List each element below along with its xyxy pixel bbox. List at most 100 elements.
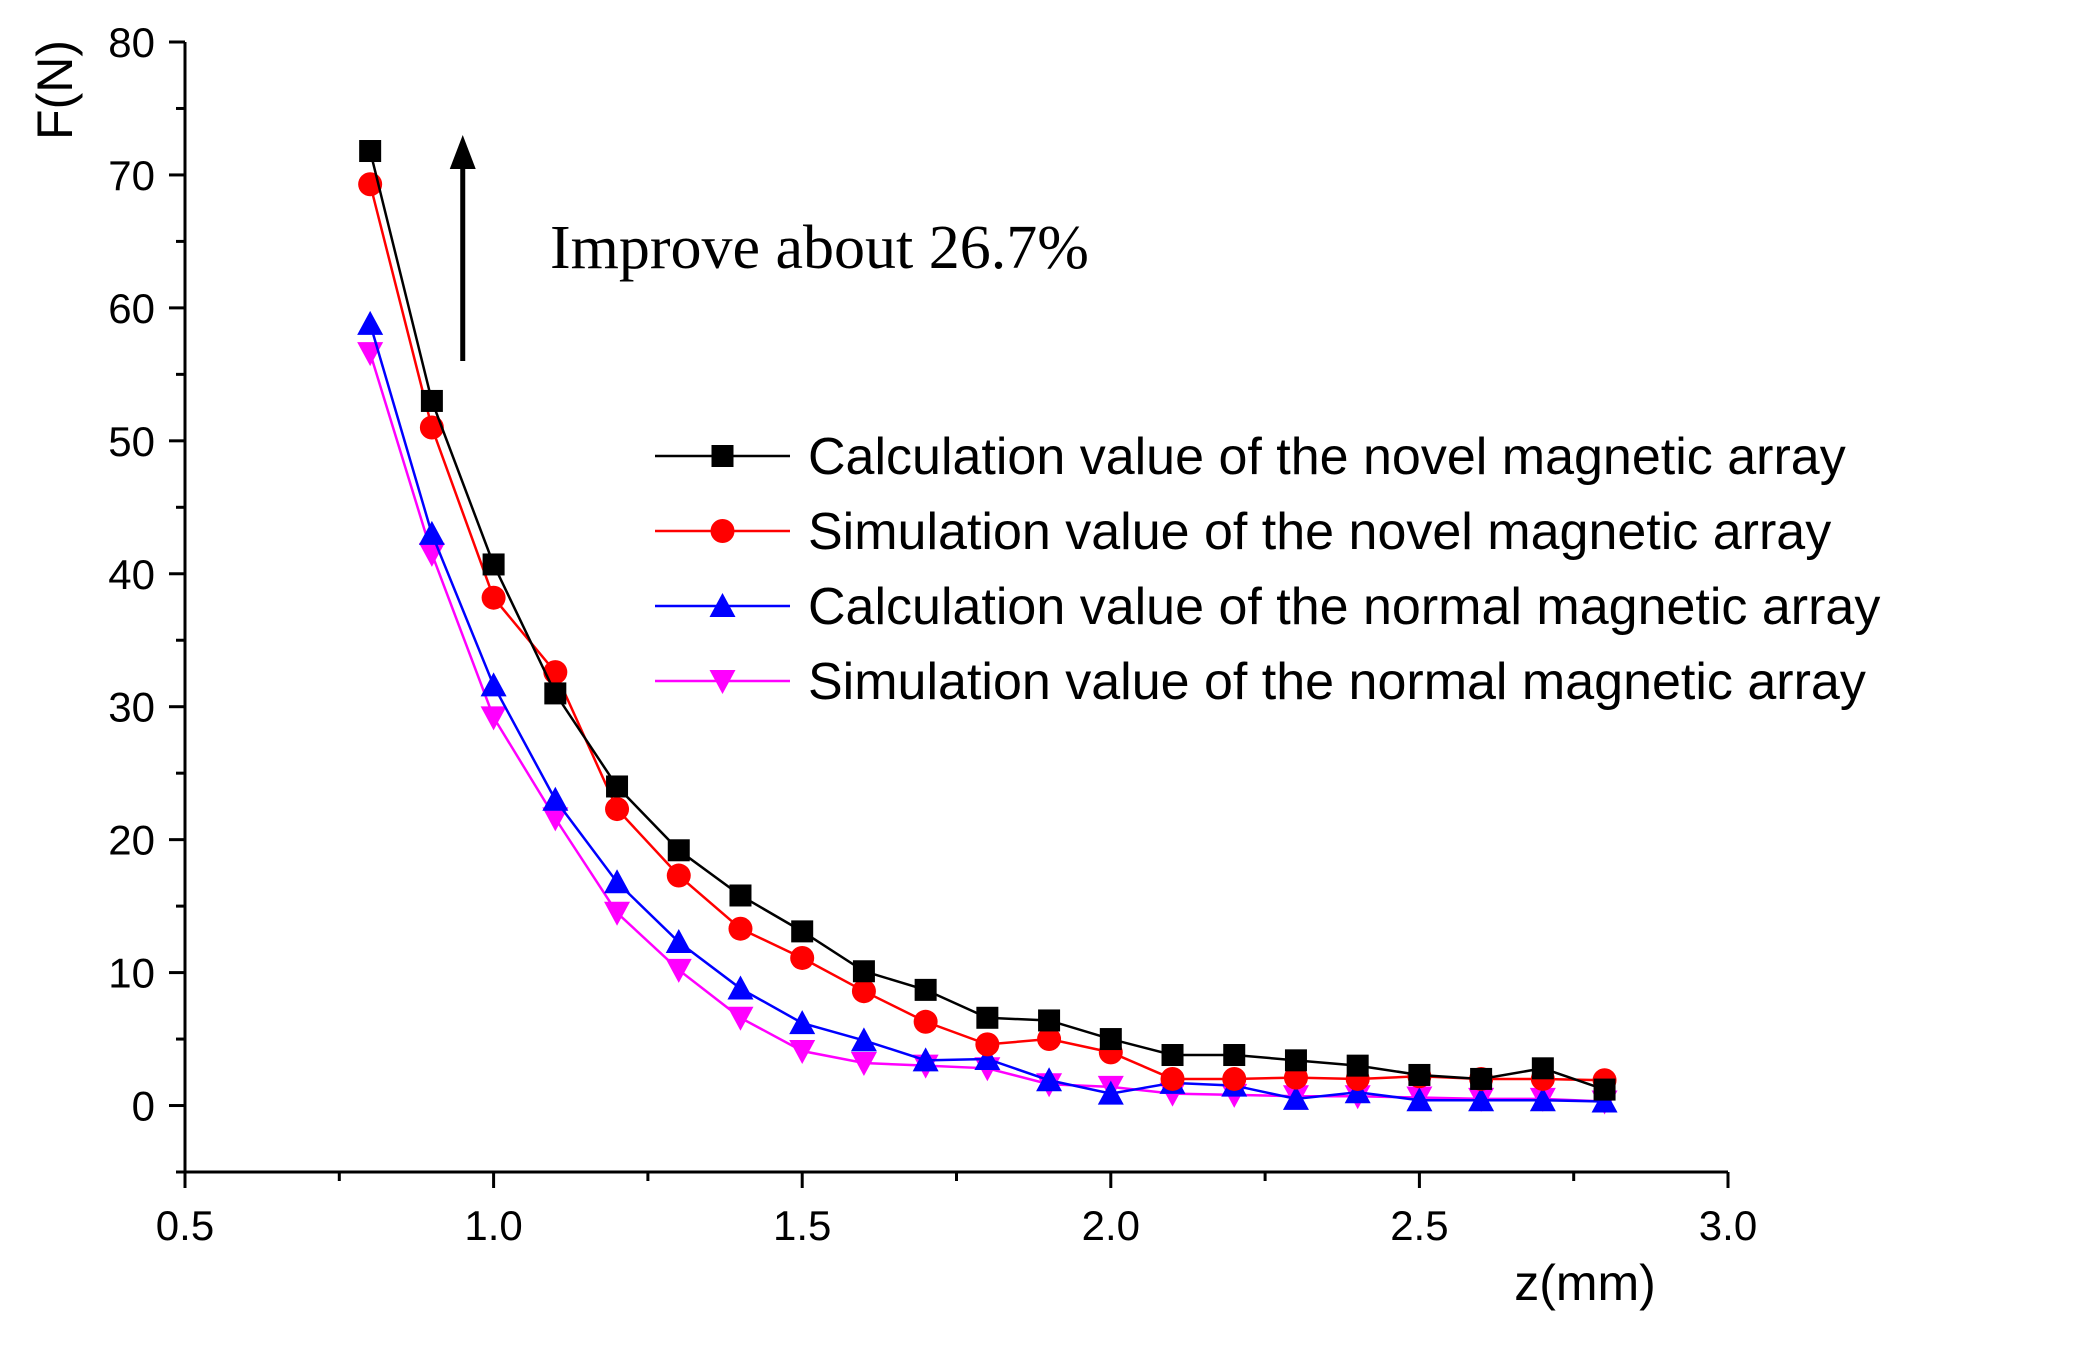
data-point (912, 1047, 939, 1072)
data-point (1406, 1087, 1433, 1112)
data-point (605, 797, 630, 822)
data-point (727, 1006, 754, 1031)
data-point (727, 975, 754, 1000)
data-point (1593, 1078, 1616, 1101)
series-1 (358, 172, 1617, 1093)
data-point (604, 901, 631, 926)
data-point (1223, 1044, 1246, 1067)
data-point (419, 415, 444, 440)
y-axis-title: F(N) (27, 40, 83, 140)
data-point (789, 1040, 816, 1065)
data-point (1036, 1067, 1063, 1092)
data-point (976, 1006, 999, 1029)
improvement-annotation: Improve about 26.7% (550, 214, 1089, 282)
x-axis-title: z(mm) (1514, 1255, 1656, 1311)
legend-marker (711, 445, 734, 467)
improvement-arrowhead (449, 135, 476, 170)
series-0 (359, 140, 1616, 1101)
data-point (357, 310, 384, 335)
data-point (420, 389, 443, 412)
data-point (1282, 1085, 1309, 1110)
data-point (418, 520, 445, 545)
data-point (1408, 1063, 1431, 1086)
data-point (665, 958, 692, 983)
data-point (1222, 1066, 1247, 1091)
data-point (1099, 1028, 1122, 1051)
data-point (1160, 1066, 1185, 1091)
data-point (665, 929, 692, 954)
legend: Calculation value of the novel magnetic … (655, 428, 1880, 711)
data-point (850, 1051, 877, 1076)
data-point (542, 807, 569, 832)
y-tick-label: 70 (108, 152, 155, 199)
data-point (789, 1010, 816, 1035)
legend-item: Calculation value of the novel magnetic … (655, 428, 1846, 486)
data-point (482, 553, 505, 576)
data-point (1529, 1087, 1556, 1112)
y-tick-label: 50 (108, 418, 155, 465)
x-tick-label: 1.0 (464, 1202, 522, 1249)
series-layer (357, 140, 1618, 1115)
annotation-layer: Improve about 26.7% (449, 135, 1089, 362)
data-point (667, 839, 690, 862)
data-point (914, 978, 937, 1001)
data-point (851, 979, 876, 1004)
y-tick-label: 10 (108, 950, 155, 997)
data-point (850, 1027, 877, 1052)
x-tick-label: 2.5 (1390, 1202, 1448, 1249)
data-point (975, 1032, 1000, 1057)
data-point (1161, 1044, 1184, 1067)
data-point (480, 706, 507, 731)
y-tick-label: 30 (108, 684, 155, 731)
legend-marker (709, 670, 736, 694)
y-tick-label: 60 (108, 285, 155, 332)
data-point (666, 863, 691, 888)
legend-label: Simulation value of the normal magnetic … (808, 653, 1866, 711)
data-point (913, 1009, 938, 1034)
data-point (790, 945, 815, 970)
legend-label: Calculation value of the novel magnetic … (808, 428, 1846, 486)
data-point (728, 916, 753, 941)
data-point (544, 682, 567, 705)
x-tick-label: 1.5 (773, 1202, 831, 1249)
x-tick-label: 3.0 (1699, 1202, 1757, 1249)
data-point (1531, 1057, 1554, 1080)
data-point (1038, 1009, 1061, 1032)
data-point (480, 672, 507, 697)
legend-marker (710, 519, 735, 543)
data-point (606, 775, 629, 798)
data-point (481, 585, 506, 610)
data-point (604, 869, 631, 894)
data-point (1037, 1027, 1062, 1052)
data-point (729, 884, 752, 907)
data-point (1470, 1067, 1493, 1090)
legend-marker (709, 593, 736, 617)
axes-layer: 0.5 1.0 1.5 2.0 2.5 3.0 0 10 20 30 40 50 60 70 80 z(m… (27, 19, 1757, 1311)
legend-label: Calculation value of the normal magnetic… (808, 578, 1880, 636)
legend-item: Simulation value of the normal magnetic … (655, 653, 1866, 711)
data-point (1283, 1065, 1308, 1090)
data-point (542, 786, 569, 811)
legend-item: Calculation value of the normal magnetic… (655, 578, 1880, 636)
data-point (1344, 1079, 1371, 1104)
y-tick-label: 0 (132, 1083, 155, 1130)
series-2 (357, 310, 1618, 1113)
data-point (974, 1046, 1001, 1070)
legend-label: Simulation value of the novel magnetic a… (808, 503, 1831, 561)
data-point (1346, 1054, 1369, 1077)
data-point (852, 960, 875, 983)
data-point (791, 920, 814, 943)
data-point (1468, 1087, 1495, 1112)
x-axis-ticks: 0.5 1.0 1.5 2.0 2.5 3.0 (156, 1172, 1757, 1249)
data-point (359, 140, 382, 163)
data-point (1097, 1080, 1124, 1105)
y-axis-ticks: 0 10 20 30 40 50 60 70 80 (108, 19, 185, 1174)
data-point (543, 660, 568, 685)
x-tick-label: 2.0 (1082, 1202, 1140, 1249)
x-tick-label: 0.5 (156, 1202, 214, 1249)
y-tick-label: 40 (108, 551, 155, 598)
legend-item: Simulation value of the novel magnetic a… (655, 503, 1831, 561)
data-point (1284, 1049, 1307, 1072)
